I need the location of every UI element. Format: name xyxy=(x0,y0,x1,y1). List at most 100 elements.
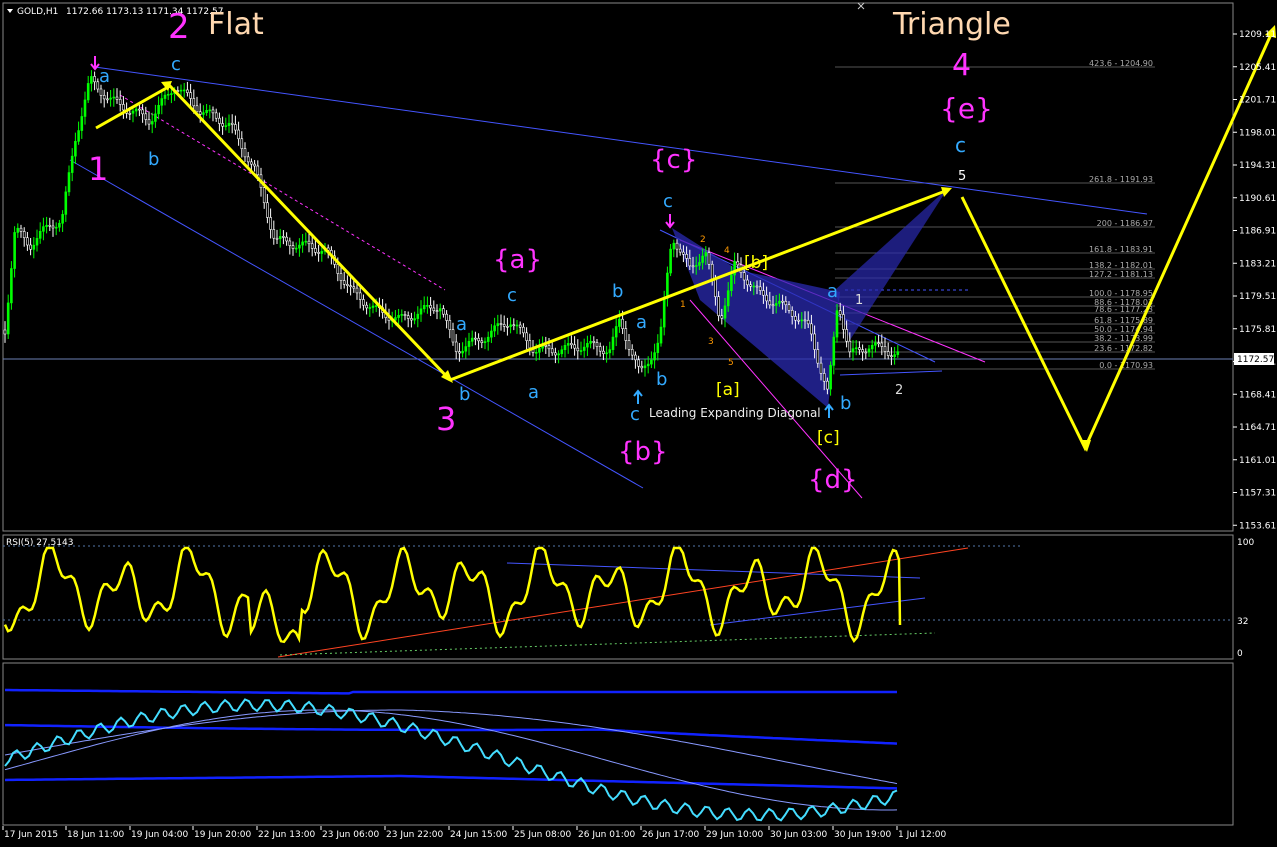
wave-projection-line xyxy=(960,29,1275,452)
rsi-trendline xyxy=(277,547,969,658)
candle-body xyxy=(602,350,605,354)
candle-body xyxy=(826,380,829,390)
candle-body xyxy=(134,108,138,112)
candle-body xyxy=(355,287,359,294)
candle-body xyxy=(611,336,615,350)
candle-body xyxy=(42,226,45,232)
time-tick-label: 26 Jun 01:00 xyxy=(578,830,635,840)
wave-1-label: 1 xyxy=(88,150,108,188)
candle-body xyxy=(854,347,858,350)
fib-level-label: 161.8 - 1183.91 xyxy=(1089,245,1153,254)
candle-body xyxy=(285,236,288,242)
candle-body xyxy=(515,324,519,327)
rsi-line xyxy=(3,546,902,644)
wave-2-label: 2 xyxy=(168,7,190,47)
rsi-axis-label: 100 xyxy=(1237,538,1254,548)
candle-body xyxy=(624,328,628,341)
candle-body xyxy=(93,76,96,83)
candle-body xyxy=(266,202,269,218)
candle-body xyxy=(634,354,637,361)
candle-body xyxy=(189,92,192,99)
candle-body xyxy=(874,342,877,346)
svg-text:1172.57: 1172.57 xyxy=(1237,355,1274,365)
candle-body xyxy=(109,97,112,100)
oscillator-pane[interactable] xyxy=(2,662,1234,826)
candle-body xyxy=(150,121,154,125)
diagonal-wave-label: 4 xyxy=(724,246,730,256)
upper-trendline xyxy=(94,66,1148,215)
candle-body xyxy=(477,337,480,342)
candle-body xyxy=(304,240,308,243)
candle-body xyxy=(77,130,80,142)
candle-body xyxy=(272,229,276,239)
wave-c-bracket-label: [c] xyxy=(817,428,840,448)
main-pane[interactable] xyxy=(2,2,1234,532)
wave-4-label: 4 xyxy=(952,48,971,83)
wave-label: b xyxy=(148,149,159,170)
fib-level-label: 100.0 - 1178.95 xyxy=(1089,289,1153,298)
candle-body xyxy=(442,308,445,315)
candle-body xyxy=(512,324,516,327)
candle-body xyxy=(646,363,650,367)
candle-body xyxy=(192,98,196,107)
candle-body xyxy=(416,313,420,319)
candle-body xyxy=(723,305,727,319)
menu-triangle-icon[interactable] xyxy=(7,9,13,13)
up-arrow-icon xyxy=(633,389,643,404)
arrow-head xyxy=(941,187,952,197)
time-tick-label: 26 Jun 17:00 xyxy=(642,830,699,840)
close-icon[interactable] xyxy=(857,2,865,10)
candle-body xyxy=(413,318,416,321)
candle-body xyxy=(896,351,900,355)
candle-body xyxy=(877,342,880,345)
candle-body xyxy=(835,310,839,338)
price-tick-label: 1183.21 xyxy=(1239,259,1276,269)
diagonal-wave-label: 5 xyxy=(728,358,734,368)
wave-b-curly-label: {b} xyxy=(618,437,668,467)
candle-body xyxy=(675,242,679,250)
candle-body xyxy=(234,124,237,131)
candle-body xyxy=(707,252,711,265)
candle-body xyxy=(643,365,647,369)
candle-body xyxy=(288,240,292,246)
candle-body xyxy=(669,248,672,274)
candle-body xyxy=(131,110,135,114)
candle-body xyxy=(301,241,304,246)
candle-body xyxy=(310,243,314,249)
price-tick-label: 1205.41 xyxy=(1239,63,1276,73)
candle-body xyxy=(214,112,218,119)
price-tick-label: 1186.91 xyxy=(1239,227,1276,237)
candle-body xyxy=(778,300,781,304)
fib-level-label: 88.6 - 1178.03 xyxy=(1094,298,1153,307)
candle-body xyxy=(659,326,663,344)
oscillator-line xyxy=(5,688,897,695)
candle-body xyxy=(474,337,477,340)
wave-c-curly-label: {c} xyxy=(650,145,697,175)
candle-body xyxy=(694,265,698,267)
candle-body xyxy=(397,315,400,318)
candle-body xyxy=(749,284,752,287)
rsi-pane[interactable] xyxy=(2,534,1234,660)
candle-body xyxy=(70,155,74,173)
candle-body xyxy=(822,373,826,382)
candle-body xyxy=(851,348,855,353)
wave-label: c xyxy=(663,191,673,212)
candle-body xyxy=(816,349,820,364)
candle-body xyxy=(16,227,20,233)
candle-body xyxy=(608,349,612,354)
price-tick-label: 1157.31 xyxy=(1239,489,1276,499)
fib-level-label: 138.2 - 1182.01 xyxy=(1089,261,1153,270)
time-tick-label: 29 Jun 10:00 xyxy=(706,830,763,840)
fib-level-label: 23.6 - 1172.82 xyxy=(1094,344,1153,353)
candle-body xyxy=(314,248,317,253)
candle-body xyxy=(544,345,548,347)
wave-label: b xyxy=(840,393,851,414)
candle-body xyxy=(656,342,660,353)
candle-body xyxy=(726,290,730,307)
candle-body xyxy=(45,224,48,227)
candle-body xyxy=(163,94,167,99)
rsi-channel-line xyxy=(506,562,921,579)
candle-body xyxy=(240,138,244,149)
candle-body xyxy=(224,125,228,127)
